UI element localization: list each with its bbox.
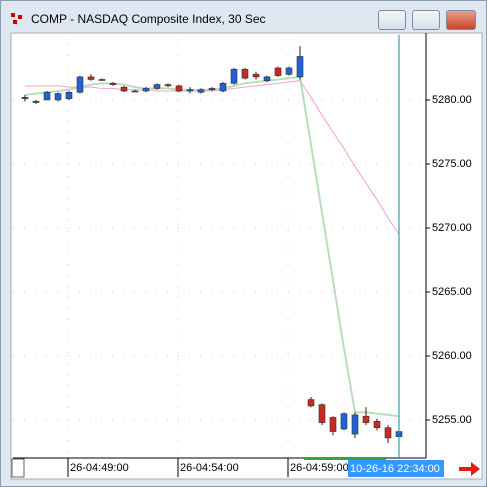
candle-body: [131, 90, 139, 93]
candle-body: [219, 83, 227, 92]
candle-body: [296, 56, 304, 78]
range-indicator: [304, 457, 386, 460]
candle-body: [98, 79, 106, 81]
x-tick-label: 26-04:54:00: [180, 462, 239, 474]
candle-body: [274, 67, 282, 76]
x-tick-label: 26-04:59:00: [290, 462, 349, 474]
candle-body: [285, 67, 293, 75]
candle-body: [175, 85, 183, 92]
candle-body: [340, 413, 348, 430]
candle-body: [362, 415, 370, 423]
candle-body: [318, 404, 326, 423]
candle-body: [21, 97, 29, 99]
candle-body: [241, 68, 249, 79]
candle-body: [142, 88, 150, 92]
app-icon: [11, 13, 22, 24]
candle-body: [120, 86, 128, 92]
x-tick-label: 26-04:49:00: [70, 462, 129, 474]
candle-body: [153, 84, 161, 89]
minimize-button[interactable]: [378, 10, 406, 30]
y-tick-label: 5280.00: [432, 94, 472, 106]
candle-body: [307, 399, 315, 407]
candle-body: [384, 427, 392, 439]
chart-frame: [10, 32, 483, 480]
y-tick-label: 5270.00: [432, 222, 472, 234]
candle-body: [208, 88, 216, 91]
candle-body: [197, 89, 205, 93]
candle-body: [54, 93, 62, 101]
candle-body: [32, 100, 40, 103]
y-tick-label: 5275.00: [432, 158, 472, 170]
window-title: COMP - NASDAQ Composite Index, 30 Sec: [31, 12, 266, 26]
y-tick-label: 5255.00: [432, 414, 472, 426]
candle-body: [230, 68, 238, 84]
maximize-button[interactable]: [412, 10, 440, 30]
candle-body: [252, 74, 260, 78]
candle-body: [351, 414, 359, 435]
cursor-label: 10-26-16 22:34:00: [350, 463, 440, 475]
candle-body: [43, 91, 51, 101]
cursor-label-bg: [348, 460, 444, 477]
scroll-right-arrow[interactable]: [459, 462, 480, 476]
candle-body: [164, 84, 172, 87]
candle-body: [373, 421, 381, 429]
y-tick-label: 5260.00: [432, 350, 472, 362]
candle-body: [65, 91, 73, 99]
close-button[interactable]: [446, 10, 476, 30]
candle-body: [109, 83, 117, 85]
candle-body: [186, 89, 194, 92]
candle-body: [263, 76, 271, 82]
scroll-box[interactable]: [11, 458, 25, 478]
candle-body: [329, 417, 337, 432]
candle-body: [87, 76, 95, 80]
y-tick-label: 5265.00: [432, 286, 472, 298]
candle-body: [76, 76, 84, 93]
